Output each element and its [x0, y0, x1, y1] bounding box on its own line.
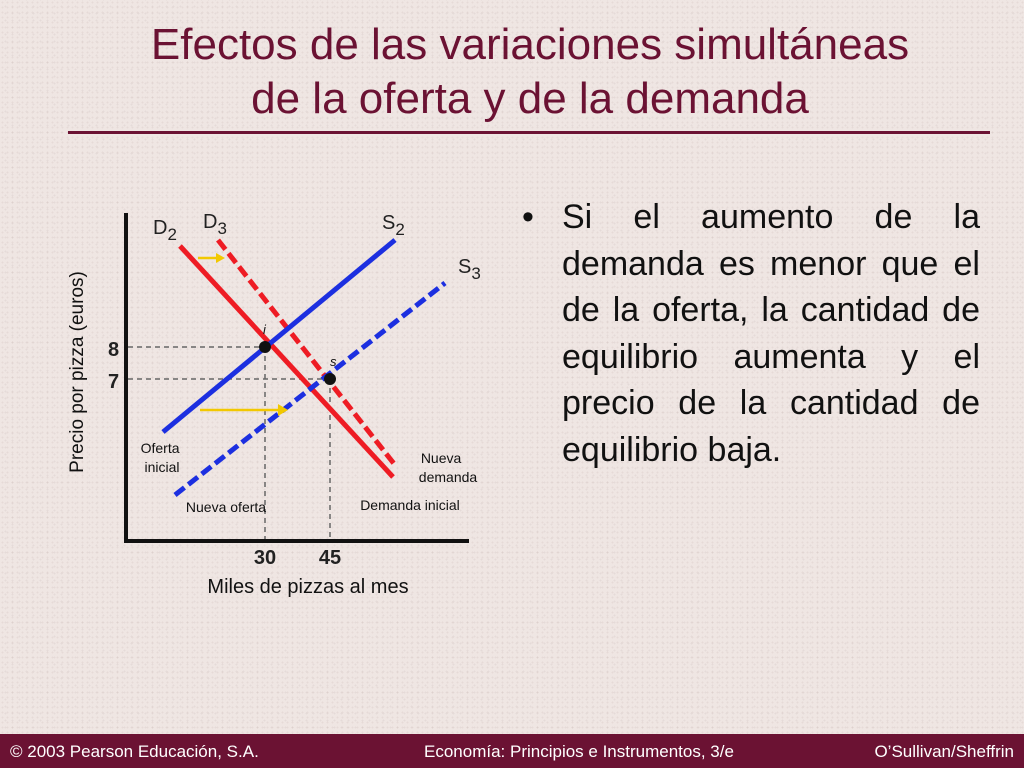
point-label-new: s [330, 354, 337, 369]
curve-label-s2: S2 [382, 212, 405, 239]
equilibrium-point-initial [259, 341, 271, 353]
annotation-demanda-inicial: Demanda inicial [360, 497, 460, 513]
x-axis-label: Miles de pizzas al mes [207, 576, 408, 598]
demand-curve-d3 [216, 238, 397, 467]
y-tick-8: 8 [108, 339, 119, 361]
bullet-text: Si el aumento de la demanda es menor que… [562, 198, 980, 469]
demand-shift-arrow [198, 253, 225, 263]
curve-label-d3: D3 [203, 211, 227, 238]
annotation-nueva-oferta: Nueva oferta [186, 499, 266, 515]
curve-label-s3: S3 [458, 256, 481, 283]
footer-authors: O’Sullivan/Sheffrin [874, 742, 1014, 761]
title-line-2: de la oferta y de la demanda [251, 74, 809, 123]
supply-shift-arrow [200, 404, 288, 416]
x-tick-30: 30 [254, 547, 276, 569]
curve-label-d2: D2 [153, 217, 177, 244]
equilibrium-point-new [324, 373, 336, 385]
demand-curve-d2 [178, 244, 395, 479]
y-axis-label: Precio por pizza (euros) [67, 271, 88, 473]
supply-curve-s2 [161, 238, 397, 434]
annotation-nueva-demanda: Nueva demanda [419, 450, 478, 485]
footer-book-title: Economía: Principios e Instrumentos, 3/e [424, 742, 734, 761]
title-line-1: Efectos de las variaciones simultáneas [150, 20, 910, 69]
bullet-point: • Si el aumento de la demanda es menor q… [522, 194, 980, 473]
slide-title: Efectos de las variaciones simultáneas d… [40, 18, 1020, 126]
supply-curve-s3 [173, 281, 447, 497]
bullet-marker: • [522, 198, 534, 236]
footer-bar: © 2003 Pearson Educación, S.A. Economía:… [0, 734, 1024, 768]
y-tick-7: 7 [108, 371, 119, 393]
point-label-initial: i [263, 322, 267, 337]
footer-copyright: © 2003 Pearson Educación, S.A. [10, 742, 259, 761]
x-tick-45: 45 [319, 547, 341, 569]
title-divider [68, 131, 990, 134]
annotation-oferta-inicial: Oferta inicial [141, 440, 184, 475]
